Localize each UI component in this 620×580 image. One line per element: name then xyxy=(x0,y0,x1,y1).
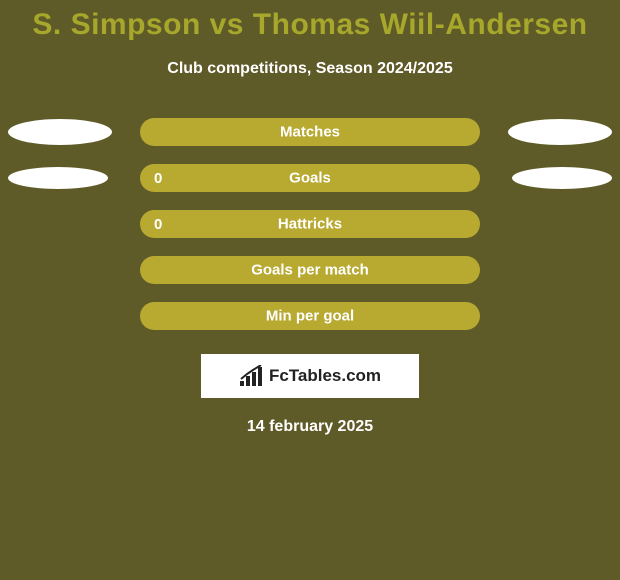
decorative-ellipse xyxy=(512,167,612,189)
stat-row: Matches xyxy=(0,118,620,146)
page-title: S. Simpson vs Thomas Wiil-Andersen xyxy=(0,0,620,42)
infographic-root: S. Simpson vs Thomas Wiil-Andersen Club … xyxy=(0,0,620,580)
stat-row: Hattricks0 xyxy=(0,210,620,238)
stat-bar: Goals per match xyxy=(140,256,480,284)
brand-badge: FcTables.com xyxy=(201,354,419,398)
stat-left-value: 0 xyxy=(154,216,162,233)
stat-row: Min per goal xyxy=(0,302,620,330)
decorative-ellipse xyxy=(8,167,108,189)
stat-label: Min per goal xyxy=(140,308,480,325)
stat-bar: Min per goal xyxy=(140,302,480,330)
stat-row: Goals per match xyxy=(0,256,620,284)
stat-rows: MatchesGoals0Hattricks0Goals per matchMi… xyxy=(0,118,620,330)
stat-bar: Matches xyxy=(140,118,480,146)
brand-text: FcTables.com xyxy=(269,366,381,386)
stat-label: Goals per match xyxy=(140,262,480,279)
stat-row: Goals0 xyxy=(0,164,620,192)
brand-icon xyxy=(239,365,265,387)
stat-label: Matches xyxy=(140,124,480,141)
stat-label: Hattricks xyxy=(140,216,480,233)
stat-label: Goals xyxy=(140,170,480,187)
stat-bar: Goals0 xyxy=(140,164,480,192)
decorative-ellipse xyxy=(8,119,112,145)
date-label: 14 february 2025 xyxy=(0,418,620,436)
decorative-ellipse xyxy=(508,119,612,145)
subtitle: Club competitions, Season 2024/2025 xyxy=(0,60,620,78)
stat-bar: Hattricks0 xyxy=(140,210,480,238)
stat-left-value: 0 xyxy=(154,170,162,187)
